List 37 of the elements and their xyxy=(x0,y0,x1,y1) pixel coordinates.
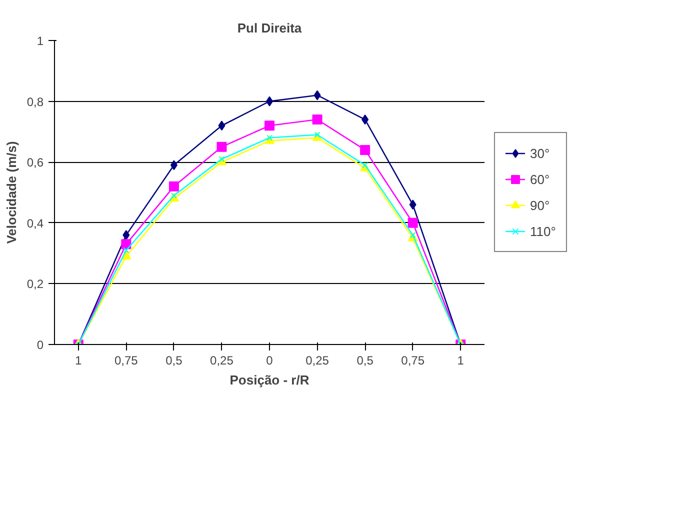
point xyxy=(408,218,418,228)
legend-label: 60° xyxy=(530,172,550,186)
y-tick-label: 1 xyxy=(36,34,44,48)
point xyxy=(121,239,132,250)
x-tick-label: 0 xyxy=(266,354,274,368)
point xyxy=(314,90,321,100)
point xyxy=(360,144,370,155)
point xyxy=(218,120,226,131)
y-tick-label: 0,8 xyxy=(26,94,44,109)
legend-label: 110° xyxy=(530,224,556,238)
legend-label: 30° xyxy=(530,146,550,160)
point xyxy=(168,181,179,192)
legend-label: 90° xyxy=(530,198,550,212)
y-axis-title: Velocidade (m/s) xyxy=(4,141,19,244)
point xyxy=(409,200,416,210)
y-tick-label: 0 xyxy=(36,338,44,352)
x-tick-label: 0,5 xyxy=(166,354,183,368)
point xyxy=(216,142,227,152)
x-axis-title: Posição - r/R xyxy=(230,372,310,388)
point xyxy=(170,160,178,170)
point xyxy=(123,247,130,254)
point xyxy=(264,120,274,131)
x-tick-label: 0,25 xyxy=(210,354,234,368)
point xyxy=(122,230,130,240)
x-tick-label: 0,75 xyxy=(114,354,138,368)
point xyxy=(170,192,177,199)
y-tick-label: 0,4 xyxy=(26,216,44,230)
point xyxy=(312,114,322,125)
y-tick-label: 0,6 xyxy=(26,156,44,170)
x-tick-label: 0,25 xyxy=(306,354,330,368)
y-tick-label: 0,2 xyxy=(26,277,44,292)
x-tick-label: 1 xyxy=(457,354,464,368)
x-tick-label: 0,75 xyxy=(401,354,425,368)
x-tick-label: 0,5 xyxy=(356,354,374,368)
x-tick-label: 1 xyxy=(75,354,82,368)
point xyxy=(362,114,369,125)
chart-title: Pul Direita xyxy=(237,20,302,36)
